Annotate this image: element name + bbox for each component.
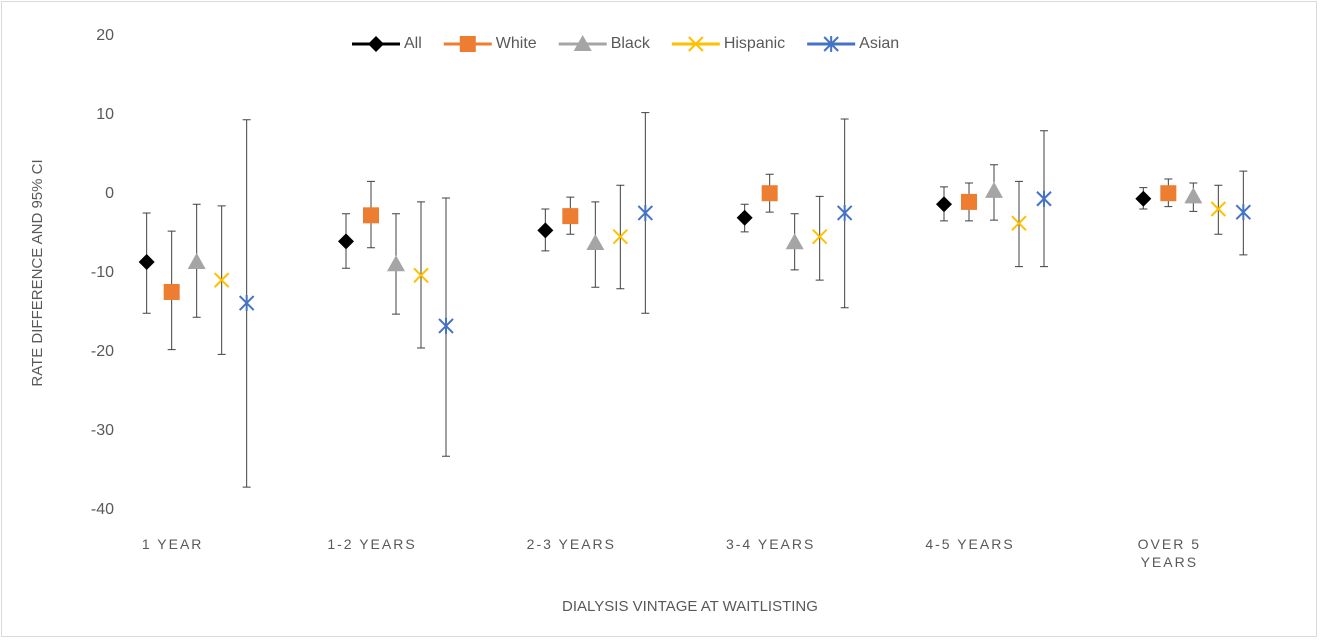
marker	[1210, 201, 1227, 217]
marker	[985, 181, 1003, 198]
legend-item: All	[352, 35, 422, 52]
marker	[1184, 187, 1203, 204]
marker	[562, 208, 579, 225]
marker	[761, 185, 778, 202]
x-tick-label: 1-2 YEARS	[327, 536, 417, 552]
marker	[163, 283, 180, 300]
x-tick-label: OVER 5 YEARS	[1137, 536, 1201, 570]
legend-label: Black	[611, 35, 651, 52]
marker	[1135, 190, 1152, 207]
y-axis-title: RATE DIFFERENCE AND 95% CI	[29, 159, 46, 386]
marker	[573, 35, 592, 51]
error-bar	[815, 195, 824, 281]
legend-item: White	[443, 35, 537, 52]
marker	[1036, 190, 1052, 207]
x-axis-title: DIALYSIS VINTAGE AT WAITLISTING	[562, 598, 818, 615]
marker	[1011, 215, 1027, 231]
legend-item: Asian	[807, 35, 899, 52]
marker	[586, 233, 605, 250]
y-tick-label: -20	[91, 343, 114, 360]
marker	[213, 272, 230, 288]
marker	[785, 233, 804, 250]
marker	[961, 193, 977, 210]
y-tick-label: -30	[91, 422, 114, 439]
marker	[138, 253, 155, 270]
y-tick-label: -10	[91, 264, 114, 281]
marker	[363, 207, 379, 224]
y-tick-label: 20	[96, 27, 114, 44]
marker	[387, 255, 405, 272]
marker	[836, 204, 853, 221]
y-tick-label: -40	[91, 501, 114, 518]
marker	[637, 204, 654, 221]
marker	[187, 252, 206, 269]
marker	[1160, 185, 1177, 202]
marker	[688, 36, 704, 52]
marker	[736, 209, 753, 226]
marker	[612, 228, 629, 245]
marker	[823, 36, 839, 52]
marker	[811, 228, 828, 245]
legend-label: All	[404, 35, 422, 52]
marker	[537, 222, 554, 239]
marker	[338, 233, 354, 250]
legend-label: White	[496, 35, 537, 52]
marker	[1235, 204, 1252, 221]
marker	[368, 36, 384, 52]
legend-label: Asian	[859, 35, 899, 52]
legend-label: Hispanic	[724, 35, 785, 52]
x-tick-label: 1 YEAR	[141, 536, 204, 552]
marker	[238, 295, 255, 312]
x-tick-label: 4-5 YEARS	[925, 536, 1015, 552]
marker	[438, 317, 454, 334]
marker	[413, 267, 429, 284]
y-tick-label: 10	[96, 106, 114, 123]
x-tick-label: 2-3 YEARS	[526, 536, 616, 552]
legend-item: Hispanic	[671, 35, 785, 52]
x-tick-label: 3-4 YEARS	[725, 536, 816, 552]
legend-item: Black	[558, 35, 651, 52]
y-tick-label: 0	[105, 185, 114, 202]
marker	[936, 196, 952, 213]
marker	[459, 36, 476, 52]
